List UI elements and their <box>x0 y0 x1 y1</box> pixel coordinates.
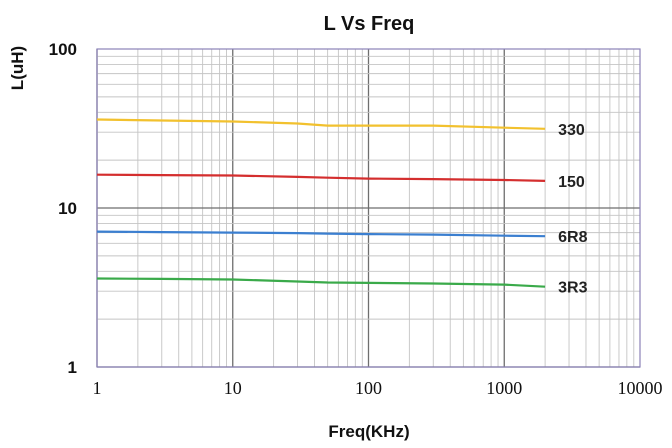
x-tick-label: 10 <box>224 378 242 398</box>
series-line-6R8 <box>96 230 546 238</box>
y-axis-label: L(uH) <box>8 46 27 90</box>
series-line-3R3 <box>96 277 546 288</box>
x-tick-label: 1 <box>93 378 102 398</box>
series-group <box>96 118 546 288</box>
series-line-150 <box>96 173 546 182</box>
chart-title: L Vs Freq <box>324 13 415 35</box>
series-label-3R3: 3R3 <box>558 280 587 297</box>
x-tick-label: 100 <box>355 378 382 398</box>
series-label-6R8: 6R8 <box>558 229 587 246</box>
y-tick-label: 1 <box>68 358 77 377</box>
series-labels: 330 150 6R8 3R3 <box>558 122 587 297</box>
x-tick-label: 10000 <box>618 378 663 398</box>
x-axis-label: Freq(KHz) <box>328 422 409 441</box>
series-line-330 <box>96 118 546 130</box>
grid <box>96 49 640 368</box>
y-tick-label: 100 <box>49 40 77 59</box>
series-label-330: 330 <box>558 122 585 139</box>
plot-frame <box>96 48 641 368</box>
tick-labels: 1 10 100 1000 10000 1 10 100 <box>49 40 663 398</box>
x-tick-label: 1000 <box>486 378 522 398</box>
y-tick-label: 10 <box>58 199 77 218</box>
series-label-150: 150 <box>558 174 585 191</box>
